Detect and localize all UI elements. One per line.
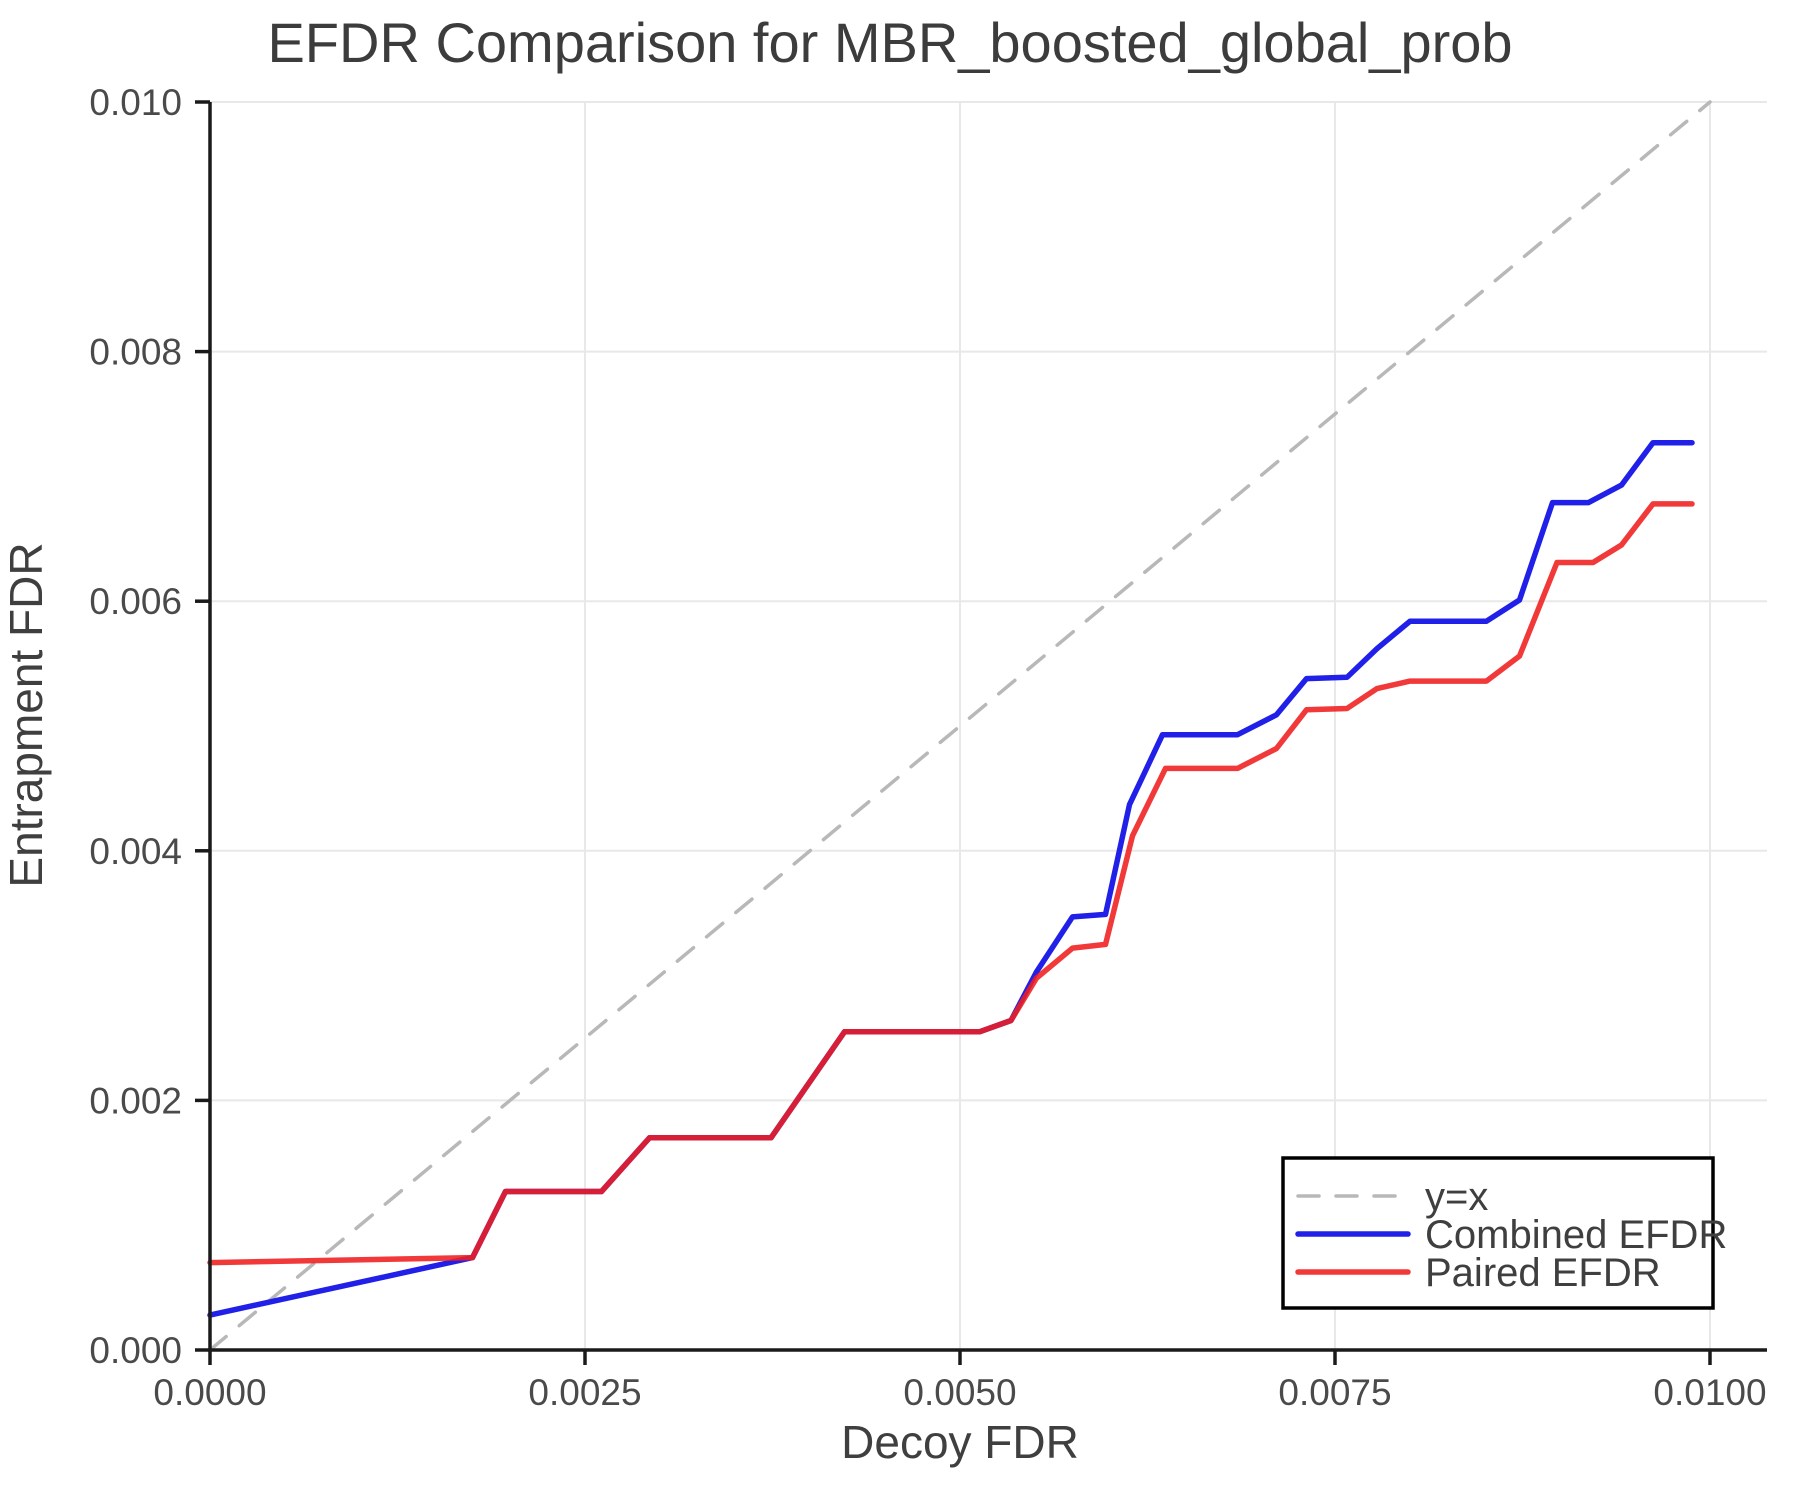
series-line-paired-efdr <box>207 501 1695 1266</box>
y-tick-label: 0.010 <box>89 82 182 123</box>
legend-label-paired-efdr: Paired EFDR <box>1425 1251 1661 1295</box>
tick-marks <box>195 100 1712 1365</box>
axes-spines <box>208 102 1767 1352</box>
y-tick-label: 0.004 <box>89 831 182 872</box>
y-axis-label: Entrapment FDR <box>0 542 52 887</box>
x-tick-labels: 0.0000 0.0025 0.0050 0.0075 0.0100 <box>153 1372 1766 1413</box>
x-tick-label: 0.0100 <box>1653 1372 1766 1413</box>
x-tick-label: 0.0000 <box>153 1372 266 1413</box>
x-tick-label: 0.0025 <box>528 1372 641 1413</box>
x-tick-label: 0.0075 <box>1278 1372 1391 1413</box>
y-tick-label: 0.000 <box>89 1330 182 1371</box>
legend-label-y-x: y=x <box>1425 1175 1488 1219</box>
data-series <box>207 100 1712 1352</box>
y-tick-label: 0.008 <box>89 332 182 373</box>
y-tick-labels: 0.000 0.002 0.004 0.006 0.008 0.010 <box>89 82 182 1371</box>
legend-label-combined-efdr: Combined EFDR <box>1425 1213 1727 1257</box>
x-axis-label: Decoy FDR <box>841 1416 1079 1468</box>
y-tick-label: 0.002 <box>89 1080 182 1121</box>
x-tick-label: 0.0050 <box>903 1372 1016 1413</box>
y-tick-label: 0.006 <box>89 581 182 622</box>
chart-title: EFDR Comparison for MBR_boosted_global_p… <box>267 11 1512 74</box>
series-line-y-x <box>208 100 1712 1352</box>
